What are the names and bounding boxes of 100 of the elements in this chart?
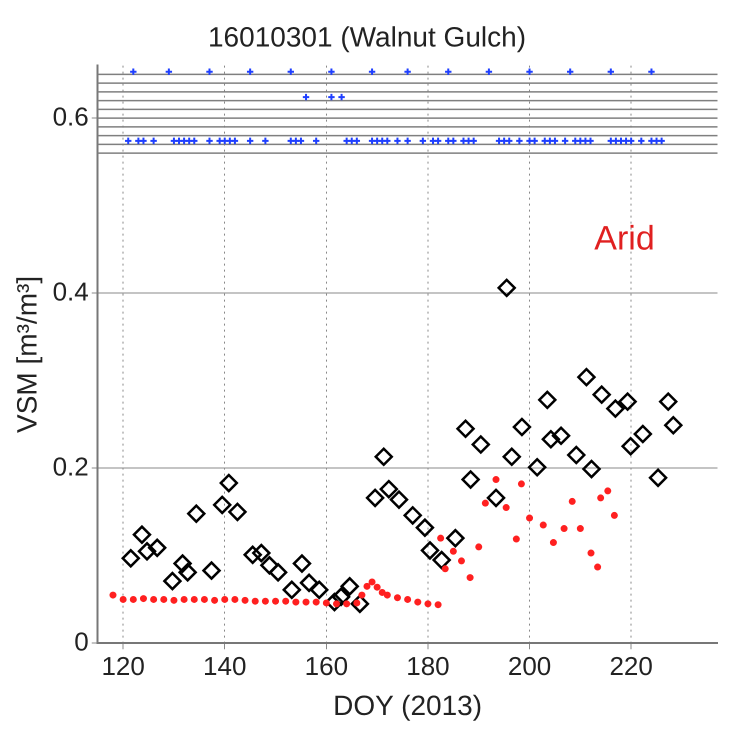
point — [312, 136, 320, 146]
x-tick-label: 180 — [406, 650, 450, 681]
point — [403, 136, 412, 146]
point — [163, 572, 182, 590]
point — [252, 544, 271, 562]
y-tick-label: 0.6 — [52, 101, 89, 132]
point — [242, 596, 249, 604]
point — [525, 68, 534, 76]
point — [416, 518, 434, 537]
point — [560, 525, 568, 532]
point — [243, 546, 262, 564]
point — [292, 554, 312, 573]
point — [180, 596, 188, 603]
point — [384, 592, 391, 599]
point — [124, 136, 132, 146]
point — [597, 494, 604, 502]
point — [484, 68, 494, 76]
point — [282, 598, 290, 605]
point — [418, 136, 428, 146]
point — [458, 557, 465, 564]
point — [577, 368, 596, 386]
point — [212, 496, 232, 514]
point — [132, 525, 152, 544]
point — [358, 592, 366, 599]
point — [268, 563, 288, 582]
point — [560, 136, 570, 146]
point — [292, 598, 300, 606]
point — [221, 596, 228, 603]
point — [475, 543, 482, 550]
point — [337, 92, 346, 102]
point — [327, 92, 336, 102]
point — [286, 68, 295, 76]
point — [568, 498, 576, 505]
point — [634, 424, 652, 444]
point — [420, 541, 440, 560]
point — [312, 598, 320, 606]
point — [424, 600, 432, 608]
point — [340, 577, 359, 596]
y-tick-label: 0 — [74, 626, 89, 656]
point — [588, 550, 595, 557]
point — [414, 598, 422, 606]
point — [380, 480, 398, 498]
point — [246, 136, 254, 146]
point — [515, 136, 524, 146]
point — [343, 600, 350, 608]
point — [637, 136, 646, 146]
point — [378, 588, 386, 596]
point — [140, 595, 147, 602]
point — [200, 596, 208, 603]
point — [456, 420, 475, 438]
point — [658, 392, 678, 411]
point — [502, 504, 510, 512]
point — [262, 598, 269, 605]
point — [466, 574, 474, 582]
point — [621, 437, 640, 456]
point — [187, 504, 206, 523]
point — [149, 136, 158, 146]
point — [526, 514, 534, 522]
point — [664, 416, 683, 435]
point — [567, 446, 586, 464]
point — [528, 458, 546, 477]
point — [434, 601, 442, 608]
point — [148, 538, 166, 558]
point — [582, 460, 601, 478]
point — [122, 549, 140, 568]
point — [231, 596, 238, 603]
point — [472, 435, 490, 454]
point — [272, 598, 280, 605]
x-tick-label: 200 — [508, 650, 552, 681]
point — [164, 68, 174, 76]
point — [374, 448, 393, 466]
point — [205, 136, 214, 146]
point — [606, 399, 625, 418]
point — [606, 68, 616, 76]
point — [205, 68, 214, 76]
chart-title: 16010301 (Walnut Gulch) — [208, 22, 526, 53]
point — [592, 385, 611, 404]
point — [120, 596, 127, 603]
point — [486, 488, 506, 508]
x-tick-label: 120 — [101, 650, 145, 681]
point — [604, 487, 612, 494]
point — [482, 500, 489, 507]
point — [260, 556, 279, 575]
point — [332, 588, 350, 606]
point — [246, 68, 254, 76]
point — [403, 506, 422, 525]
point — [261, 136, 270, 146]
point — [502, 448, 522, 466]
point — [252, 598, 259, 605]
point — [566, 68, 574, 76]
point — [497, 278, 516, 298]
point — [327, 68, 336, 76]
point — [109, 592, 116, 599]
point — [178, 563, 197, 582]
x-tick-label: 140 — [203, 650, 246, 681]
point — [540, 522, 547, 529]
point — [310, 580, 328, 600]
point — [450, 548, 457, 555]
point — [160, 596, 168, 603]
point — [442, 565, 449, 572]
